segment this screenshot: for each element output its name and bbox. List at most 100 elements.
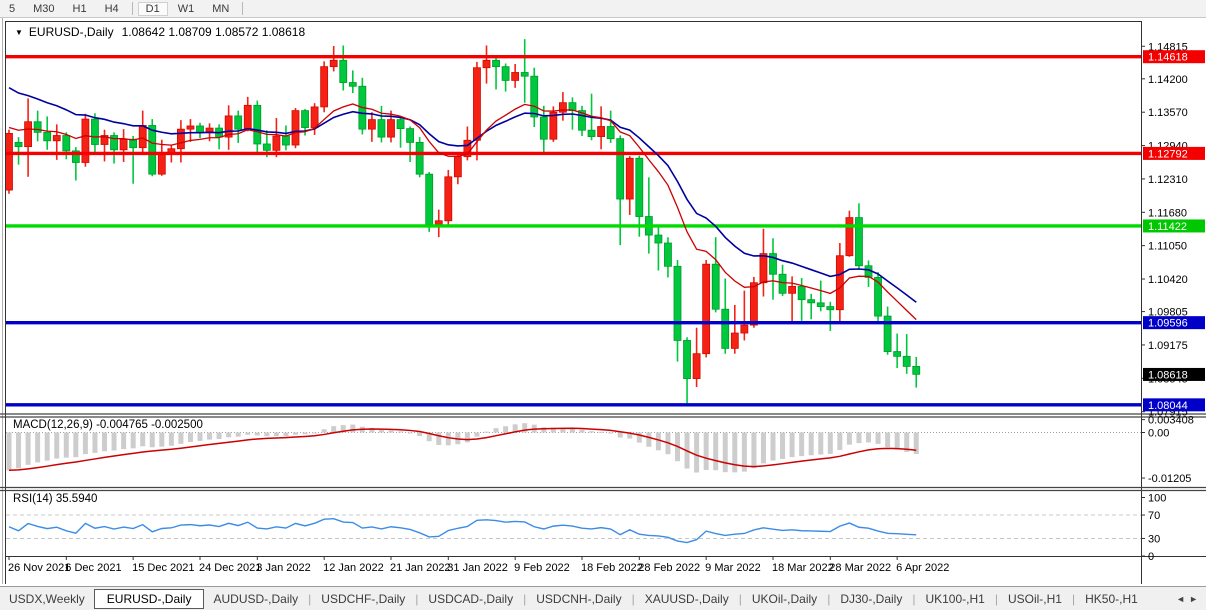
price-badge-label: 1.08044	[1148, 400, 1188, 412]
price-badge-label: 1.09596	[1148, 318, 1188, 330]
candle	[119, 138, 128, 151]
candle	[282, 135, 290, 146]
candle	[587, 129, 596, 137]
price-badge-label: 1.08618	[1148, 369, 1188, 381]
symbol-tab-usdcad[interactable]: USDCAD-,Daily	[428, 592, 514, 606]
tab-separator: |	[827, 592, 831, 606]
symbol-tab-usdx[interactable]: USDX,Weekly	[9, 592, 85, 606]
candle	[434, 220, 443, 225]
timeframe-button-d1[interactable]: D1	[137, 1, 168, 16]
candle	[759, 253, 768, 284]
candle	[482, 59, 491, 69]
tab-separator: |	[994, 592, 998, 606]
timeframe-button-h4[interactable]: H4	[104, 2, 119, 15]
symbol-tab-xauusd[interactable]: XAUUSD-,Daily	[644, 592, 729, 606]
timeframe-button-mn[interactable]: MN	[212, 2, 230, 15]
candle	[492, 59, 500, 68]
price-badge[interactable]	[1143, 146, 1205, 160]
price-badge[interactable]	[1143, 219, 1205, 233]
price-tick-label: 1.12310	[1148, 174, 1188, 186]
symbol-tab-hk50[interactable]: HK50-,H1	[1085, 592, 1138, 606]
timeframe-button-m30[interactable]: M30	[33, 2, 55, 15]
candle	[243, 104, 252, 130]
candles-group	[6, 39, 921, 404]
candle	[339, 59, 348, 83]
candle	[377, 119, 386, 138]
date-tick-label: 15 Dec 2021	[132, 562, 194, 574]
candle	[788, 286, 796, 294]
symbol-tab-ukoil[interactable]: UKOil-,Daily	[751, 592, 818, 606]
rsi-tick-label: 0	[1148, 551, 1154, 563]
tab-scroll-right-icon[interactable]: ►	[1189, 594, 1202, 604]
macd-tick-label: -0.01205	[1148, 473, 1191, 485]
candle	[912, 365, 921, 375]
candle	[616, 138, 625, 200]
chart-title: ▼ EURUSD-,Daily 1.08642 1.08709 1.08572 …	[15, 25, 305, 39]
date-tick-label: 9 Mar 2022	[705, 562, 761, 574]
symbol-tabbar: USDX,Weekly EURUSD-,Daily AUDUSD-,Daily | US…	[0, 586, 1206, 610]
candle	[444, 176, 453, 222]
timeframe-button-h1[interactable]: H1	[72, 2, 87, 15]
candle	[683, 340, 691, 379]
candle	[835, 255, 844, 311]
candle	[176, 128, 185, 150]
price-badge[interactable]	[1143, 316, 1205, 330]
timeframe-toolbar: 5 M30 H1 H4 D1 W1 MN	[0, 0, 1206, 18]
tab-separator: |	[912, 592, 916, 606]
symbol-tab-uk100[interactable]: UK100-,H1	[925, 592, 985, 606]
symbol-tab-dj30[interactable]: DJ30-,Daily	[840, 592, 903, 606]
price-tick-label: 1.14200	[1148, 74, 1188, 86]
price-tick-label: 1.11050	[1148, 241, 1187, 253]
candle	[14, 141, 23, 148]
candle	[635, 157, 644, 217]
price-badge-label: 1.11422	[1148, 221, 1187, 233]
timeframe-button-w1[interactable]: W1	[177, 2, 195, 15]
candle	[883, 315, 892, 352]
candle	[348, 82, 357, 87]
candle	[262, 143, 271, 151]
collapse-icon[interactable]: ▼	[15, 27, 23, 37]
candle	[711, 263, 720, 310]
candle	[855, 217, 863, 267]
candle	[902, 355, 911, 367]
rsi-line	[8, 517, 917, 544]
candle	[33, 121, 42, 133]
candle	[606, 126, 615, 140]
candle	[826, 306, 835, 311]
symbol-tab-eurusd[interactable]: EURUSD-,Daily	[93, 589, 205, 609]
candle	[501, 66, 510, 81]
price-badge[interactable]	[1143, 50, 1205, 64]
candle	[539, 116, 548, 140]
candle	[721, 308, 730, 349]
candle	[654, 234, 663, 244]
date-tick-label: 6 Apr 2022	[896, 562, 949, 574]
candle	[396, 119, 405, 130]
tab-scroll-left-icon[interactable]: ◄	[1176, 594, 1190, 604]
candle	[148, 125, 157, 175]
tab-separator: |	[308, 592, 312, 606]
macd-label: MACD(12,26,9) -0.004765 -0.002500	[13, 419, 203, 431]
symbol-tab-audusd[interactable]: AUDUSD-,Daily	[213, 592, 299, 606]
date-tick-label: 18 Mar 2022	[772, 562, 834, 574]
candle	[186, 125, 195, 130]
price-badge[interactable]	[1143, 398, 1205, 412]
date-tick-label: 31 Jan 2022	[447, 562, 508, 574]
candle	[816, 302, 825, 307]
candle	[769, 253, 777, 275]
chart-canvas[interactable]: 1.148151.142001.135701.129401.123101.116…	[0, 0, 1206, 586]
date-tick-label: 28 Feb 2022	[638, 562, 700, 574]
candle	[367, 119, 376, 130]
macd-tick-label: 0.00	[1148, 428, 1169, 440]
symbol-tab-usdchf[interactable]: USDCHF-,Daily	[321, 592, 406, 606]
candle	[234, 115, 243, 130]
candle	[91, 118, 99, 145]
date-tick-label: 3 Jan 2022	[256, 562, 310, 574]
timeframe-button-5[interactable]: 5	[9, 2, 16, 15]
candle	[702, 263, 711, 355]
symbol-tab-usdcnh[interactable]: USDCNH-,Daily	[536, 592, 622, 606]
price-badge[interactable]	[1143, 367, 1205, 381]
price-tick-label: 1.09805	[1148, 307, 1188, 319]
symbol-tab-usoil[interactable]: USOil-,H1	[1007, 592, 1062, 606]
date-tick-label: 21 Jan 2022	[390, 562, 451, 574]
candle	[425, 173, 434, 225]
